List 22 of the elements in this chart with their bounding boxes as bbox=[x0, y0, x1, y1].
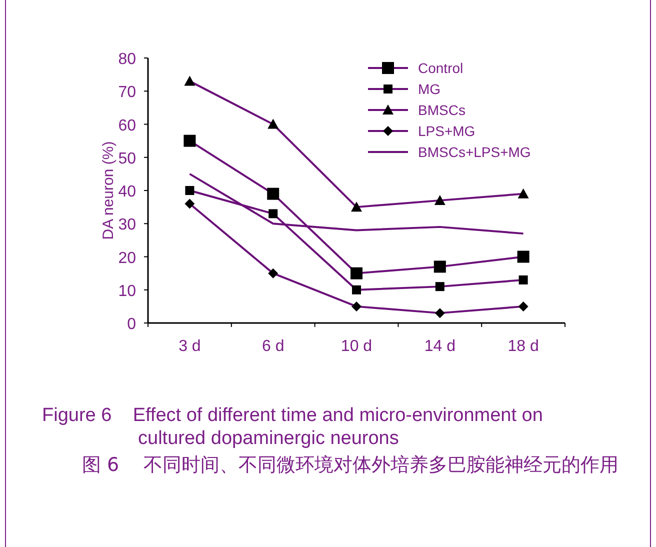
legend-label: BMSCs+LPS+MG bbox=[418, 144, 531, 160]
y-axis-title: DA neuron (%) bbox=[100, 141, 117, 240]
x-tick-label: 3 d bbox=[178, 338, 201, 355]
y-tick-label: 30 bbox=[118, 216, 136, 234]
x-tick-label: 14 d bbox=[424, 338, 456, 355]
x-tick-label: 18 d bbox=[508, 338, 539, 355]
x-tick-label: 10 d bbox=[340, 338, 372, 355]
legend-label: MG bbox=[418, 81, 441, 97]
y-tick-label: 10 bbox=[118, 282, 136, 300]
y-tick-label: 20 bbox=[118, 250, 136, 267]
y-tick-label: 70 bbox=[118, 84, 136, 102]
text: 图 6 不同时间、不同微环境对体外培养多巴胺能神经元的作用 bbox=[82, 454, 620, 477]
y-tick-label: 50 bbox=[118, 150, 136, 168]
legend-label: Control bbox=[418, 60, 464, 76]
y-tick-label: 60 bbox=[118, 117, 136, 134]
legend-label: BMSCs bbox=[418, 102, 466, 118]
legend-label: LPS+MG bbox=[418, 123, 476, 139]
text: Figure 6 Effect of different time and micro-environment on cultured dopaminergic neurons bbox=[42, 404, 544, 450]
y-tick-label: 0 bbox=[127, 316, 136, 333]
x-tick-label: 6 d bbox=[262, 338, 284, 355]
y-tick-label: 40 bbox=[118, 184, 136, 200]
y-tick-label: 80 bbox=[118, 51, 136, 68]
